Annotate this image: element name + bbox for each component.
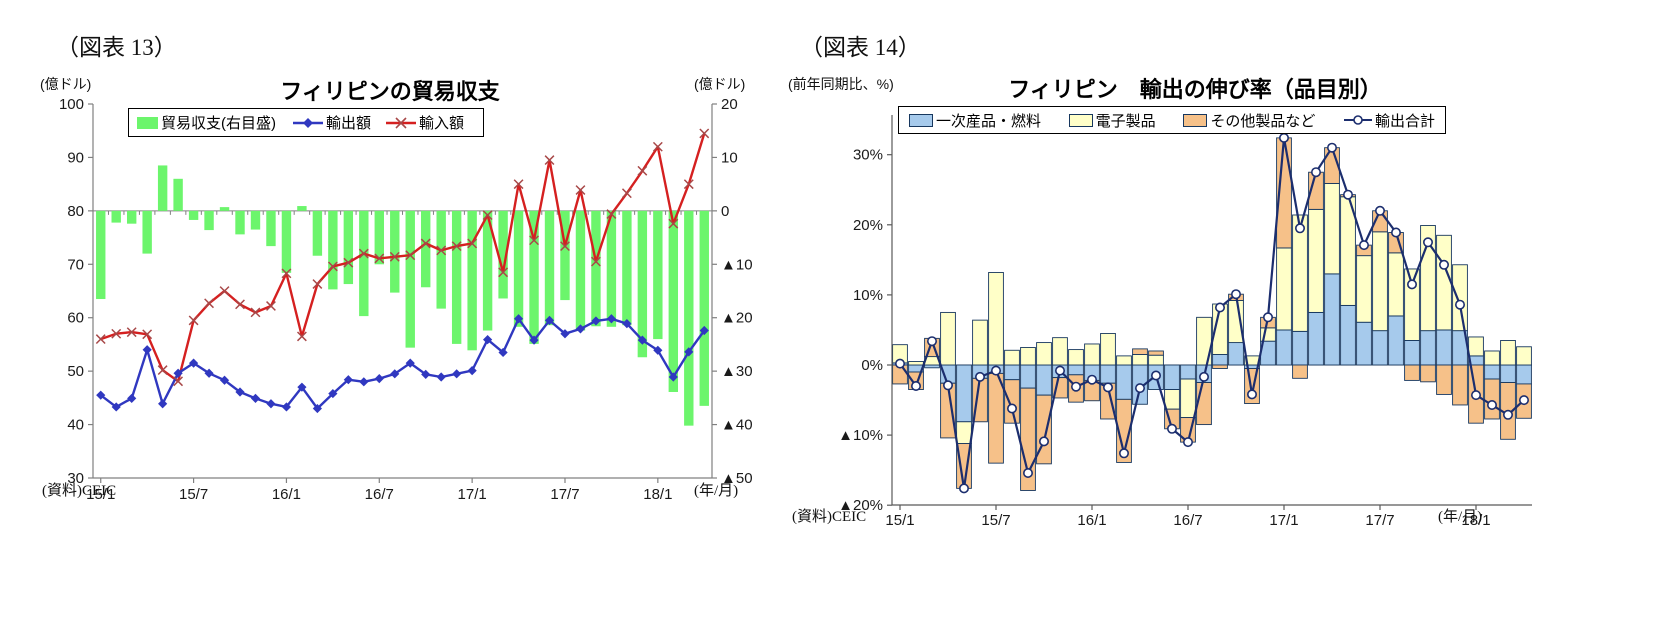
figure13-left-axis-unit: (億ドル) xyxy=(40,76,92,92)
figure14-tag: （図表 14） xyxy=(800,35,921,60)
figure14-export-growth-chart: 30% 20% 10% 0% ▲10% ▲20%15/1 15/7 16/1 16/7 17/1 1… xyxy=(838,115,1532,529)
figure14-legend: 一次産品・燃料 電子製品 その他製品など 輸出合計 xyxy=(898,106,1446,134)
svg-text:10: 10 xyxy=(721,149,738,166)
svg-text:0: 0 xyxy=(721,203,729,220)
primary-goods-swatch-icon xyxy=(909,113,933,127)
svg-text:▲20: ▲20 xyxy=(721,310,753,327)
svg-text:16/7: 16/7 xyxy=(1173,512,1202,529)
legend-item-electronics: 電子製品 xyxy=(1068,110,1156,131)
svg-text:60: 60 xyxy=(67,310,84,327)
figure14-axis-unit: (前年同期比、%) xyxy=(788,76,894,92)
svg-text:70: 70 xyxy=(67,256,84,273)
svg-text:15/7: 15/7 xyxy=(981,512,1010,529)
svg-text:▲10%: ▲10% xyxy=(838,427,883,444)
svg-text:16/1: 16/1 xyxy=(272,486,301,503)
svg-text:▲10: ▲10 xyxy=(721,256,753,273)
svg-text:15/1: 15/1 xyxy=(885,512,914,529)
svg-text:15/7: 15/7 xyxy=(179,486,208,503)
svg-text:90: 90 xyxy=(67,149,84,166)
legend-label-others: その他製品など xyxy=(1210,112,1316,130)
figure13-source: (資料)CEIC xyxy=(42,483,117,499)
svg-text:40: 40 xyxy=(67,417,84,434)
svg-text:17/7: 17/7 xyxy=(1365,512,1394,529)
legend-label-exports: 輸出額 xyxy=(326,115,372,132)
svg-text:▲30: ▲30 xyxy=(721,363,753,380)
legend-label-primary: 一次産品・燃料 xyxy=(936,112,1042,130)
svg-text:50: 50 xyxy=(67,363,84,380)
svg-text:30%: 30% xyxy=(853,147,883,164)
svg-text:0%: 0% xyxy=(861,357,883,374)
svg-text:80: 80 xyxy=(67,203,84,220)
svg-text:18/1: 18/1 xyxy=(643,486,672,503)
svg-text:17/1: 17/1 xyxy=(458,486,487,503)
figure14-source: (資料)CEIC xyxy=(792,509,867,525)
legend-label-trade-balance: 貿易収支(右目盛) xyxy=(161,115,276,132)
svg-text:▲20%: ▲20% xyxy=(838,497,883,514)
figure14-title: フィリピン 輸出の伸び率（品目別） xyxy=(1008,77,1382,102)
legend-item-imports: 輸入額 xyxy=(385,112,464,133)
svg-text:10%: 10% xyxy=(853,287,883,304)
other-goods-swatch-icon xyxy=(1183,113,1208,127)
legend-item-exports: 輸出額 xyxy=(292,112,371,133)
svg-text:15/1: 15/1 xyxy=(86,486,115,503)
figure13-title: フィリピンの貿易収支 xyxy=(280,79,500,104)
legend-item-others: その他製品など xyxy=(1183,110,1315,131)
legend-label-imports: 輸入額 xyxy=(419,115,465,132)
svg-text:17/1: 17/1 xyxy=(1269,512,1298,529)
svg-text:100: 100 xyxy=(59,96,84,113)
total-line-marker-icon xyxy=(1343,115,1372,125)
figure13-tag: （図表 13） xyxy=(56,35,177,60)
legend-item-primary: 一次産品・燃料 xyxy=(909,110,1041,131)
figure13-legend: 貿易収支(右目盛) 輸出額 輸入額 xyxy=(128,108,484,137)
svg-text:▲50: ▲50 xyxy=(721,470,753,487)
svg-text:16/1: 16/1 xyxy=(1077,512,1106,529)
electronics-swatch-icon xyxy=(1068,113,1093,127)
legend-item-trade-balance: 貿易収支(右目盛) xyxy=(137,112,276,133)
svg-text:20%: 20% xyxy=(853,217,883,234)
svg-text:▲40: ▲40 xyxy=(721,417,753,434)
svg-text:17/7: 17/7 xyxy=(550,486,579,503)
trade-balance-swatch-icon xyxy=(137,116,158,129)
figure13-trade-balance-chart: 1009080706050403020100▲10▲20▲30▲40▲5015/… xyxy=(59,96,753,503)
import-line-marker-icon xyxy=(386,116,417,129)
legend-item-total: 輸出合計 xyxy=(1343,110,1435,131)
export-line-marker-icon xyxy=(293,117,323,128)
figure13-right-axis-unit: (億ドル) xyxy=(694,76,746,92)
svg-text:20: 20 xyxy=(721,96,738,113)
legend-label-electronics: 電子製品 xyxy=(1095,112,1156,130)
figure13-axis-note: (年/月) xyxy=(694,483,739,499)
svg-text:16/7: 16/7 xyxy=(365,486,394,503)
legend-label-total: 輸出合計 xyxy=(1374,112,1435,130)
figure14-axis-note: (年/月) xyxy=(1438,509,1483,525)
svg-text:30: 30 xyxy=(67,470,84,487)
svg-text:18/1: 18/1 xyxy=(1461,512,1490,529)
